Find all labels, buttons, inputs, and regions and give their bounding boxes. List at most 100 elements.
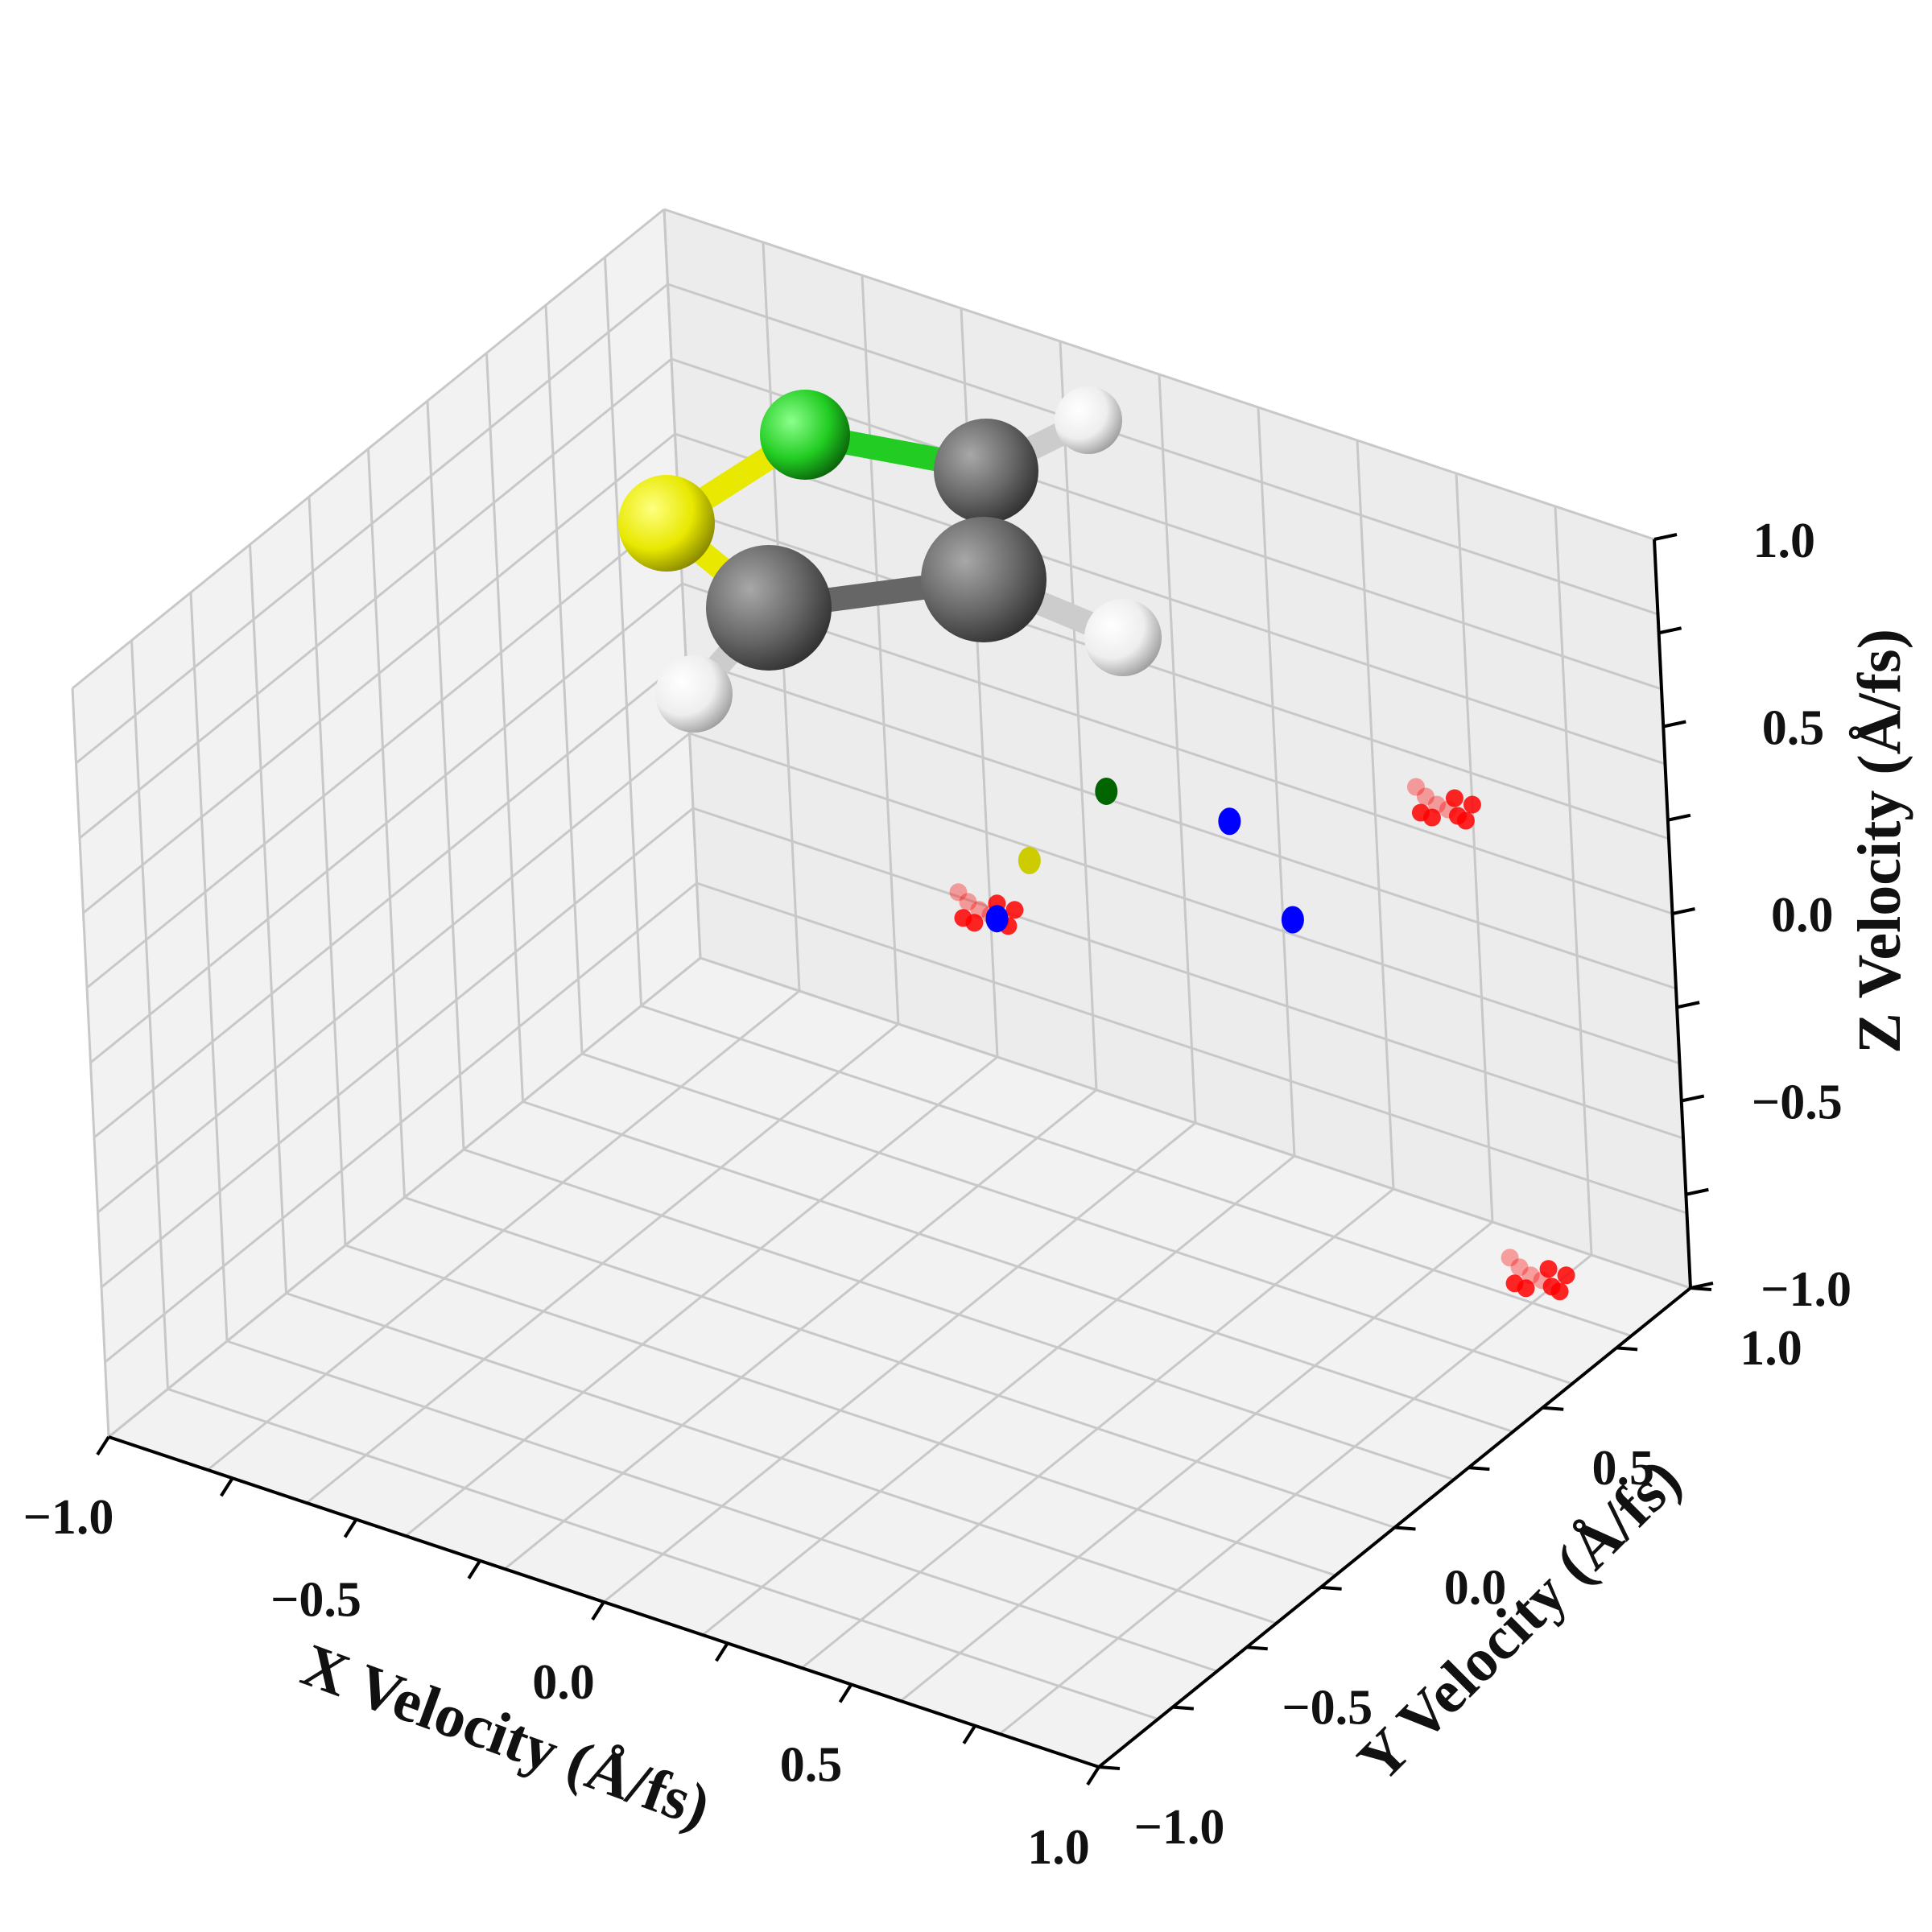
z-tick-label: −1.0 <box>1761 1262 1852 1317</box>
grid-line-floor-y <box>404 1196 1395 1529</box>
data-point-red <box>1550 1282 1569 1301</box>
grid-line-left-y <box>426 400 465 1150</box>
grid-line-floor-x <box>900 1220 1493 1703</box>
grid-line-back-z <box>682 582 1673 915</box>
y-tick-label: 1.0 <box>1740 1321 1802 1376</box>
x-tick-mark <box>343 1518 358 1538</box>
data-point-red <box>1501 1249 1519 1267</box>
data-point-red <box>1411 803 1430 822</box>
data-point-red <box>1005 901 1024 919</box>
x-tick-label: −0.5 <box>270 1573 361 1628</box>
grid-line-back-x <box>1455 473 1494 1223</box>
data-point-3-0 <box>1018 847 1041 875</box>
z-tick-mark <box>1681 1094 1705 1103</box>
z-tick-label: −0.5 <box>1752 1075 1843 1130</box>
grid-line-back-z <box>675 432 1666 766</box>
y-tick-mark <box>1468 1466 1490 1472</box>
data-point-1-1 <box>1281 906 1304 934</box>
molecule-inset <box>618 386 1162 733</box>
z-tick-mark <box>1676 1001 1700 1009</box>
grid-line-back-x <box>1257 407 1296 1157</box>
grid-line-back-z <box>678 507 1670 840</box>
atom-h-3 <box>655 655 733 733</box>
x-tick-mark <box>220 1477 234 1497</box>
y-tick-mark <box>1246 1645 1268 1651</box>
grid-line-floor-y <box>463 1148 1455 1481</box>
data-point-red <box>1510 1258 1529 1277</box>
z-tick-label: 0.5 <box>1762 701 1825 756</box>
z-tick-mark <box>1685 1187 1709 1196</box>
z-tick-mark <box>1667 813 1691 822</box>
grid-line-left-z <box>89 582 683 1064</box>
z-axis-label: Z Velocity (Å/fs) <box>1846 629 1913 1054</box>
y-tick-mark <box>1172 1705 1195 1711</box>
grid-line-floor-x <box>702 1154 1295 1637</box>
atom-h-1 <box>1055 386 1122 454</box>
grid-line-floor-x <box>999 1253 1592 1736</box>
y-tick-label: 0.0 <box>1444 1561 1507 1616</box>
y-tick-mark <box>1690 1286 1712 1291</box>
tick-labels: −1.0−0.50.00.51.0 −1.0−0.50.00.51.0−1.0−0… <box>23 514 1852 1875</box>
atom-n <box>760 390 850 480</box>
atom-c-1 <box>934 419 1038 523</box>
z-tick-mark <box>1672 907 1695 915</box>
y-tick-label: 0.5 <box>1592 1441 1655 1496</box>
x-tick-mark <box>96 1435 110 1456</box>
y-tick-mark <box>1394 1525 1416 1531</box>
grid-line-left-y <box>485 353 524 1102</box>
grid-line-floor-y <box>700 956 1691 1290</box>
grid-line-floor-y <box>581 1052 1573 1385</box>
grid-line-left-z <box>79 357 672 840</box>
x-tick-mark <box>591 1600 605 1621</box>
data-point-red <box>1557 1266 1575 1285</box>
x-tick-mark <box>838 1683 853 1703</box>
grid-line-left-z <box>82 432 676 914</box>
y-tick-label: −0.5 <box>1282 1680 1373 1735</box>
grid-line-left-z <box>75 283 669 765</box>
x-tick-mark <box>1086 1765 1100 1786</box>
x-tick-label: −1.0 <box>23 1490 114 1545</box>
z-tick-label: 1.0 <box>1753 514 1816 568</box>
grid-line-floor-x <box>801 1187 1394 1670</box>
grid-line-floor-y <box>522 1100 1513 1433</box>
grid-line-left-z <box>86 507 679 989</box>
data-point-1-0 <box>1218 807 1241 836</box>
y-tick-mark <box>1616 1346 1638 1352</box>
data-point-red <box>1539 1260 1558 1278</box>
data-point-1-2 <box>985 905 1009 933</box>
grid-line-left-y <box>663 208 702 959</box>
grid-line-left-y <box>604 257 642 1006</box>
x-tick-mark <box>467 1559 481 1579</box>
x-axis-label: X Velocity (Å/fs) <box>293 1631 719 1841</box>
z-tick-mark <box>1658 626 1682 635</box>
z-tick-mark <box>1662 720 1686 729</box>
y-tick-mark <box>1542 1406 1564 1411</box>
x-tick-label: 0.5 <box>780 1738 843 1793</box>
x-tick-mark <box>715 1642 729 1662</box>
x-tick-label: 1.0 <box>1027 1820 1090 1875</box>
molecule-atoms <box>618 386 1162 733</box>
grid-line-back-z <box>663 208 1655 541</box>
data-point-red <box>1416 787 1435 806</box>
grid-lines <box>71 208 1692 1769</box>
y-tick-mark <box>1098 1765 1121 1770</box>
atom-c-3 <box>706 545 832 671</box>
grid-line-back-x <box>1554 506 1593 1256</box>
x-tick-label: 0.0 <box>532 1655 595 1710</box>
atom-s <box>618 475 715 572</box>
atom-c-2 <box>921 517 1046 642</box>
tick-marks <box>96 533 1714 1786</box>
grid-line-left-y <box>544 304 584 1055</box>
data-point-red <box>1505 1274 1524 1293</box>
grid-line-back-x <box>1356 440 1395 1190</box>
y-tick-mark <box>1320 1585 1342 1591</box>
data-point-red <box>959 893 977 911</box>
data-point-red <box>1463 795 1481 814</box>
grid-line-back-z <box>667 283 1658 616</box>
x-tick-mark <box>962 1724 976 1744</box>
data-point-red <box>1445 789 1463 807</box>
y-tick-label: −1.0 <box>1134 1800 1225 1855</box>
data-point-2-0 <box>1095 777 1118 805</box>
